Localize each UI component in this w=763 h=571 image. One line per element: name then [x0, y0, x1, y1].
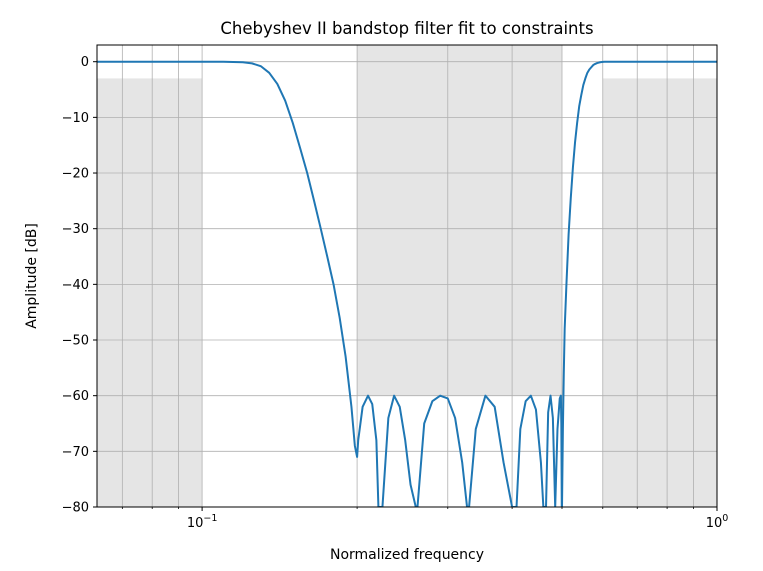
y-tick-label: −10 [62, 111, 89, 126]
y-tick-label: −60 [62, 389, 89, 404]
y-axis-label: Amplitude [dB] [24, 223, 40, 329]
x-tick-label: 10−1 [187, 513, 218, 531]
x-axis-label: Normalized frequency [330, 547, 484, 563]
ticks-layer [93, 61, 718, 511]
plot-frame [96, 44, 718, 508]
constraint-region [357, 45, 562, 396]
y-tick-label: 0 [81, 55, 89, 70]
y-tick-label: −50 [62, 334, 89, 349]
y-tick-label: −30 [62, 222, 89, 237]
y-tick-label: −80 [62, 501, 89, 516]
x-tick-labels: 10−1 100 [187, 513, 728, 531]
series-layer [97, 60, 717, 507]
y-tick-label: −70 [62, 445, 89, 460]
series-line [97, 60, 717, 507]
y-tick-labels: 0 −10 −20 −30 −40 −50 −60 −70 −80 [62, 55, 89, 515]
y-tick-label: −20 [62, 167, 89, 182]
x-tick-label: 100 [706, 513, 729, 531]
chart-title: Chebyshev II bandstop filter fit to cons… [220, 19, 593, 38]
y-tick-label: −40 [62, 278, 89, 293]
constraint-region [97, 78, 203, 508]
regions-layer [97, 45, 717, 508]
constraint-region [602, 78, 717, 508]
